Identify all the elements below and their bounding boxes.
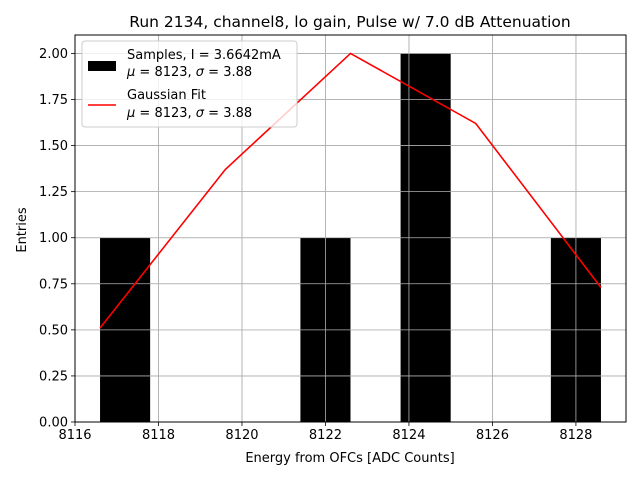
y-tick-label: 0.75 xyxy=(39,277,68,292)
legend: Samples, I = 3.6642mA μ = 8123, σ = 3.88… xyxy=(81,40,298,128)
y-tick-label: 1.00 xyxy=(39,231,68,246)
legend-sigma-value: = 3.88 xyxy=(204,65,252,80)
y-tick-label: 1.50 xyxy=(39,139,68,154)
x-tick-label: 8128 xyxy=(559,428,592,443)
fit-line-series xyxy=(99,52,602,329)
y-axis-title: Entries xyxy=(15,207,30,253)
gaussian-fit-line xyxy=(99,52,602,329)
y-tick-label: 1.75 xyxy=(39,93,68,108)
y-tick-label: 2.00 xyxy=(39,47,68,62)
y-tick-label: 0.00 xyxy=(39,416,68,431)
legend-bar-swatch xyxy=(88,61,116,71)
x-tick-label: 8116 xyxy=(58,428,91,443)
plot-frame xyxy=(74,34,627,423)
y-tick-label: 0.25 xyxy=(39,369,68,384)
legend-mu-symbol: μ xyxy=(126,106,135,121)
x-axis-title: Energy from OFCs [ADC Counts] xyxy=(245,451,454,466)
chart-title: Run 2134, channel8, lo gain, Pulse w/ 7.… xyxy=(129,13,570,31)
legend-sigma-value: = 3.88 xyxy=(204,106,252,121)
legend-mu-value: = 8123, xyxy=(135,106,196,121)
x-tick-label: 8120 xyxy=(225,428,258,443)
x-tick-label: 8124 xyxy=(392,428,425,443)
y-tick-label: 1.25 xyxy=(39,185,68,200)
legend-sigma-symbol: σ xyxy=(196,65,205,80)
x-axis: 8116 8118 8120 8122 8124 8126 8128 xyxy=(58,422,592,443)
legend-mu-symbol: μ xyxy=(126,65,135,80)
legend-mu-value: = 8123, xyxy=(135,65,196,80)
legend-label-fit: Gaussian Fit xyxy=(127,88,206,103)
legend-label-samples: Samples, I = 3.6642mA xyxy=(127,48,281,63)
x-tick-label: 8122 xyxy=(309,428,342,443)
y-axis: 0.00 0.25 0.50 0.75 1.00 1.25 1.50 1.75 2.00 xyxy=(39,47,75,431)
legend-box xyxy=(81,40,298,128)
legend-stats-fit: μ = 8123, σ = 3.88 xyxy=(126,106,252,121)
y-tick-label: 0.50 xyxy=(39,323,68,338)
legend-stats-samples: μ = 8123, σ = 3.88 xyxy=(126,65,252,80)
x-tick-label: 8118 xyxy=(142,428,175,443)
legend-sigma-symbol: σ xyxy=(196,106,205,121)
x-tick-label: 8126 xyxy=(476,428,509,443)
